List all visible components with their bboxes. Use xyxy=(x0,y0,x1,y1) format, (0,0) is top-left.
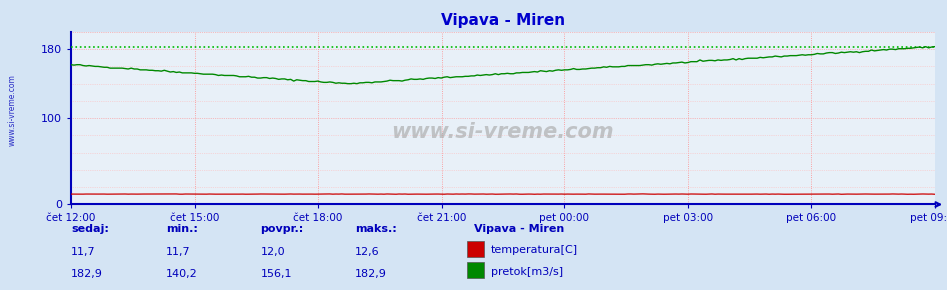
Text: min.:: min.: xyxy=(166,224,198,234)
Text: pretok[m3/s]: pretok[m3/s] xyxy=(491,267,563,277)
Text: 140,2: 140,2 xyxy=(166,269,198,279)
Text: povpr.:: povpr.: xyxy=(260,224,304,234)
Text: www.si-vreme.com: www.si-vreme.com xyxy=(391,122,615,142)
Text: www.si-vreme.com: www.si-vreme.com xyxy=(8,74,17,146)
Text: sedaj:: sedaj: xyxy=(71,224,109,234)
Text: 11,7: 11,7 xyxy=(166,247,190,257)
Text: 182,9: 182,9 xyxy=(355,269,387,279)
Text: Vipava - Miren: Vipava - Miren xyxy=(474,224,563,234)
Text: maks.:: maks.: xyxy=(355,224,397,234)
Title: Vipava - Miren: Vipava - Miren xyxy=(440,13,565,28)
Text: 12,6: 12,6 xyxy=(355,247,380,257)
Text: 182,9: 182,9 xyxy=(71,269,103,279)
Text: 11,7: 11,7 xyxy=(71,247,96,257)
Text: temperatura[C]: temperatura[C] xyxy=(491,245,578,255)
Text: 156,1: 156,1 xyxy=(260,269,292,279)
Text: 12,0: 12,0 xyxy=(260,247,285,257)
